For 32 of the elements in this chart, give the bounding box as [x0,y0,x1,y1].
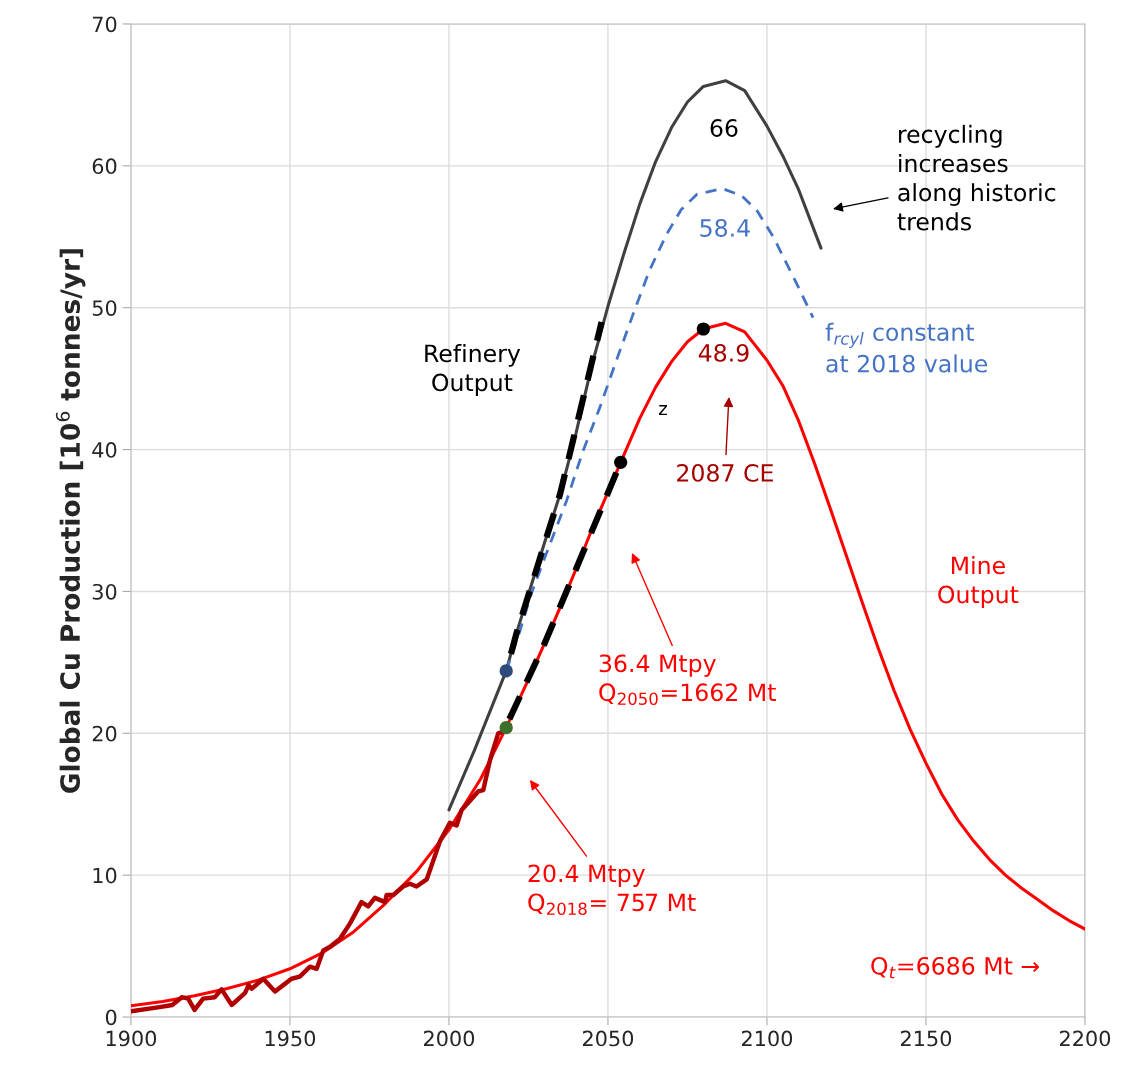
annotation: 48.9 [698,343,749,362]
annotation: z [659,405,667,415]
x-tick-label: 1950 [265,1030,316,1047]
y-tick-label: 10 [93,867,117,884]
point [499,721,513,735]
annotation: Refinery Output [425,343,521,396]
y-tick-label: 50 [92,300,117,316]
annotation: 66 [710,119,738,137]
point [499,664,513,678]
y-tick-label: 40 [92,442,117,458]
x-tick-label: 2150 [900,1030,952,1047]
y-tick-label: 70 [92,16,117,33]
x-tick-label: 2100 [741,1030,793,1047]
x-tick-label: 1900 [106,1030,157,1047]
annotation: 58.4 [700,219,750,237]
x-tick-label: 2200 [1059,1030,1111,1047]
annotation: 36.4 Mtpy Q$_{2050}$=1662 Mt [599,654,776,705]
x-tick-label: 2000 [423,1030,475,1047]
y-tick-label: 0 [105,1009,117,1026]
y-tick-label: 20 [92,725,117,742]
annotation: f$_{rcyl}$ constant at 2018 value [825,322,988,373]
annotation: Q$_{t}$=6686 Mt → [871,956,1039,979]
annotation: 2087 CE [677,464,773,482]
annotation: Mine Output [938,555,1019,608]
annotation: recycling increases along historic trends [897,124,1056,231]
y-tick-label: 60 [92,158,117,175]
point [696,322,710,336]
y-axis-title: Global Cu Production [10$^{6}$ tonnes/yr] [55,249,86,793]
y-tick-label: 30 [92,583,117,600]
point [614,455,628,469]
annotation: 20.4 Mtpy Q$_{2018}$= 757 Mt [528,864,696,916]
x-tick-label: 2050 [582,1030,634,1047]
